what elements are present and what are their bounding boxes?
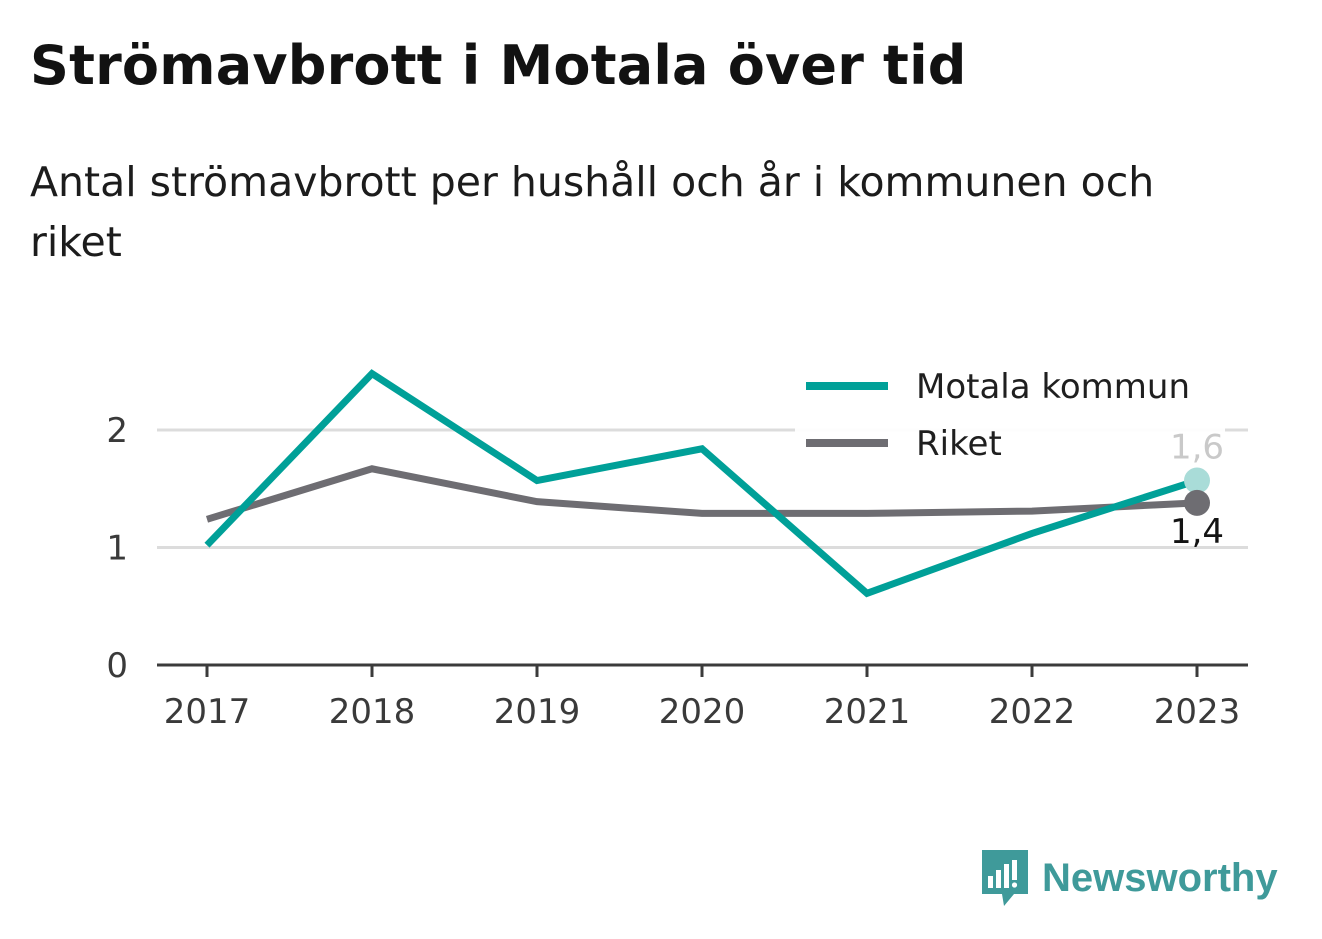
y-axis-ticks: 0 1 2: [106, 411, 128, 686]
x-tick-label: 2020: [659, 692, 746, 732]
y-tick-label: 2: [106, 411, 128, 451]
x-tick-label: 2017: [164, 692, 251, 732]
x-tick-label: 2019: [494, 692, 581, 732]
series-line-motala-kommun: [204, 369, 1199, 598]
legend: Motala kommun Riket: [795, 352, 1225, 470]
x-tick-label: 2018: [329, 692, 416, 732]
legend-background: [795, 352, 1225, 470]
x-tick-label: 2022: [989, 692, 1076, 732]
brand-name: Newsworthy: [1042, 855, 1278, 900]
end-label-motala: 1,6: [1170, 428, 1224, 468]
chart-title: Strömavbrott i Motala över tid: [30, 34, 967, 97]
end-marker-riket: [1184, 489, 1210, 516]
newsworthy-brand[interactable]: Newsworthy: [980, 846, 1278, 910]
end-label-riket: 1,4: [1170, 512, 1224, 552]
y-tick-label: 0: [106, 646, 128, 686]
x-tick-label: 2023: [1154, 692, 1241, 732]
y-tick-label: 1: [106, 529, 128, 569]
series-line-riket: [205, 465, 1198, 523]
legend-label: Riket: [916, 424, 1002, 464]
series-lines: [204, 369, 1199, 598]
end-markers: 1,6 1,4: [1170, 428, 1224, 552]
x-tick-label: 2021: [824, 692, 911, 732]
legend-label: Motala kommun: [916, 367, 1190, 407]
chart-subtitle: Antal strömavbrott per hushåll och år i …: [30, 158, 1155, 266]
newsworthy-logo-icon: [982, 850, 1028, 906]
x-axis: 2017 2018 2019 2020 2021 2022 2023: [157, 663, 1248, 732]
end-marker-motala: [1184, 467, 1210, 494]
